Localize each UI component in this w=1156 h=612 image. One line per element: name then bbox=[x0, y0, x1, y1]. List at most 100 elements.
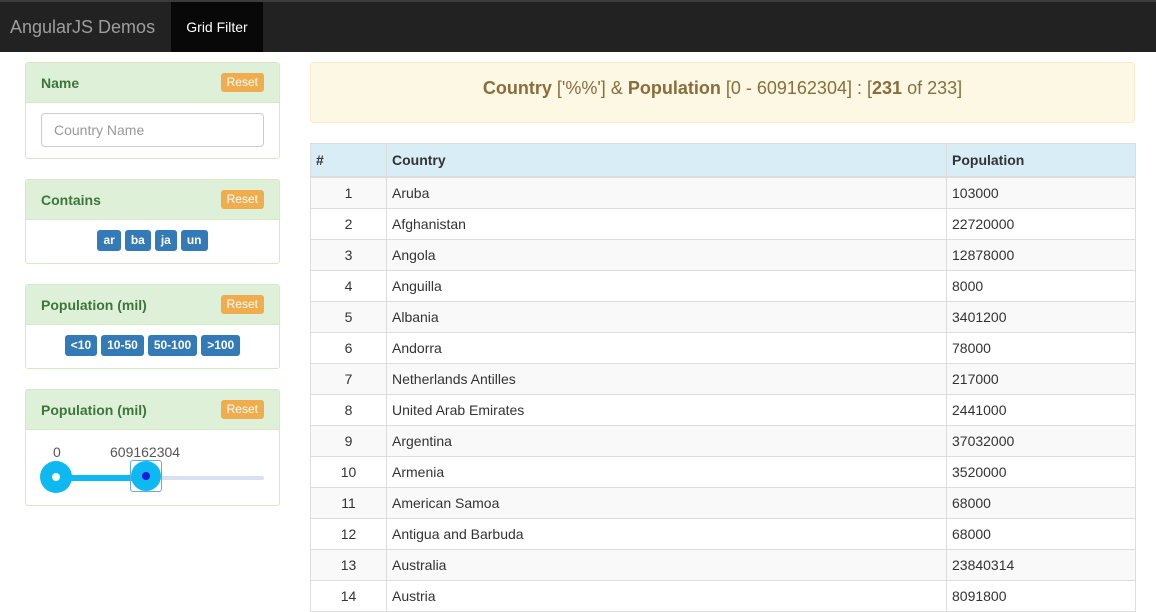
slider-selected-range bbox=[56, 475, 147, 481]
name-reset-button[interactable]: Reset bbox=[220, 73, 264, 92]
row-country: Argentina bbox=[386, 425, 947, 457]
row-index: 8 bbox=[310, 394, 387, 426]
population-range-reset-button[interactable]: Reset bbox=[220, 295, 264, 314]
row-index: 13 bbox=[310, 549, 387, 581]
row-country: Australia bbox=[386, 549, 947, 581]
contains-ba-button[interactable]: ba bbox=[124, 230, 151, 251]
table-row[interactable]: 14 Austria 8091800 bbox=[310, 580, 1136, 612]
row-index: 1 bbox=[310, 176, 387, 209]
panel-title: Population (mil) bbox=[41, 297, 147, 313]
panel-heading: Name Reset bbox=[26, 63, 279, 103]
panel-title: Contains bbox=[41, 192, 101, 208]
table-row[interactable]: 13 Australia 23840314 bbox=[310, 549, 1136, 581]
row-index: 2 bbox=[310, 208, 387, 240]
filter-summary-alert: Country ['%%'] & Population [0 - 6091623… bbox=[310, 62, 1135, 123]
row-population: 22720000 bbox=[946, 208, 1136, 240]
row-country: Antigua and Barbuda bbox=[386, 518, 947, 550]
row-population: 2441000 bbox=[946, 394, 1136, 426]
country-grid: # Country Population 1 Aruba 103000 2 Afghan… bbox=[310, 143, 1136, 612]
population-slider-reset-button[interactable]: Reset bbox=[220, 400, 264, 419]
table-row[interactable]: 2 Afghanistan 22720000 bbox=[310, 208, 1136, 240]
slider-min-label: 0 bbox=[53, 444, 61, 460]
slider-min-handle[interactable] bbox=[40, 461, 72, 493]
handle-dot bbox=[142, 472, 150, 480]
row-country: United Arab Emirates bbox=[386, 394, 947, 426]
contains-reset-button[interactable]: Reset bbox=[220, 190, 264, 209]
table-row[interactable]: 1 Aruba 103000 bbox=[310, 176, 1136, 209]
table-row[interactable]: 10 Armenia 3520000 bbox=[310, 456, 1136, 488]
name-filter-panel: Name Reset bbox=[25, 62, 280, 159]
row-index: 6 bbox=[310, 332, 387, 364]
row-index: 14 bbox=[310, 580, 387, 612]
panel-heading: Population (mil) Reset bbox=[26, 285, 279, 325]
row-population: 68000 bbox=[946, 518, 1136, 550]
population-gt100-button[interactable]: >100 bbox=[201, 335, 241, 356]
header-country[interactable]: Country bbox=[386, 143, 947, 178]
table-row[interactable]: 7 Netherlands Antilles 217000 bbox=[310, 363, 1136, 395]
table-row[interactable]: 12 Antigua and Barbuda 68000 bbox=[310, 518, 1136, 550]
row-population: 78000 bbox=[946, 332, 1136, 364]
panel-title: Population (mil) bbox=[41, 402, 147, 418]
population-slider-panel: Population (mil) Reset 0 609162304 bbox=[25, 389, 280, 506]
table-body: 1 Aruba 103000 2 Afghanistan 22720000 3 Angola 1… bbox=[310, 176, 1136, 612]
population-range-panel: Population (mil) Reset <10 10-50 50-100 … bbox=[25, 284, 280, 369]
row-population: 37032000 bbox=[946, 425, 1136, 457]
row-index: 11 bbox=[310, 487, 387, 519]
table-header-row: # Country Population bbox=[310, 143, 1136, 178]
contains-button-group: ar ba ja un bbox=[26, 230, 279, 251]
row-country: Anguilla bbox=[386, 270, 947, 302]
row-index: 7 bbox=[310, 363, 387, 395]
summary-amp: & bbox=[610, 78, 623, 98]
brand-title[interactable]: AngularJS Demos bbox=[10, 17, 156, 37]
population-lt10-button[interactable]: <10 bbox=[64, 335, 98, 356]
row-country: American Samoa bbox=[386, 487, 947, 519]
tab-grid-filter[interactable]: Grid Filter bbox=[171, 2, 263, 52]
row-population: 3520000 bbox=[946, 456, 1136, 488]
table-row[interactable]: 9 Argentina 37032000 bbox=[310, 425, 1136, 457]
summary-shown-count: 231 bbox=[872, 78, 903, 98]
row-country: Afghanistan bbox=[386, 208, 947, 240]
panel-heading: Population (mil) Reset bbox=[26, 390, 279, 430]
table-row[interactable]: 6 Andorra 78000 bbox=[310, 332, 1136, 364]
row-population: 8091800 bbox=[946, 580, 1136, 612]
row-country: Albania bbox=[386, 301, 947, 333]
summary-population-label: Population bbox=[627, 78, 721, 98]
row-country: Aruba bbox=[386, 176, 947, 209]
navbar: AngularJS Demos Grid Filter bbox=[0, 0, 1156, 52]
row-country: Netherlands Antilles bbox=[386, 363, 947, 395]
row-index: 12 bbox=[310, 518, 387, 550]
slider-max-handle[interactable] bbox=[131, 461, 161, 491]
panel-heading: Contains Reset bbox=[26, 180, 279, 220]
country-name-input[interactable] bbox=[41, 113, 264, 147]
slider-max-label: 609162304 bbox=[110, 444, 181, 460]
population-50-100-button[interactable]: 50-100 bbox=[147, 335, 198, 356]
row-population: 8000 bbox=[946, 270, 1136, 302]
row-population: 23840314 bbox=[946, 549, 1136, 581]
row-country: Austria bbox=[386, 580, 947, 612]
population-10-50-button[interactable]: 10-50 bbox=[101, 335, 144, 356]
row-population: 3401200 bbox=[946, 301, 1136, 333]
row-index: 3 bbox=[310, 239, 387, 271]
row-population: 217000 bbox=[946, 363, 1136, 395]
contains-un-button[interactable]: un bbox=[180, 230, 208, 251]
contains-filter-panel: Contains Reset ar ba ja un bbox=[25, 179, 280, 264]
row-country: Armenia bbox=[386, 456, 947, 488]
row-country: Andorra bbox=[386, 332, 947, 364]
row-population: 68000 bbox=[946, 487, 1136, 519]
table-row[interactable]: 11 American Samoa 68000 bbox=[310, 487, 1136, 519]
contains-ja-button[interactable]: ja bbox=[154, 230, 177, 251]
table-row[interactable]: 3 Angola 12878000 bbox=[310, 239, 1136, 271]
table-row[interactable]: 4 Anguilla 8000 bbox=[310, 270, 1136, 302]
contains-ar-button[interactable]: ar bbox=[97, 230, 121, 251]
population-button-group: <10 10-50 50-100 >100 bbox=[26, 335, 279, 356]
row-country: Angola bbox=[386, 239, 947, 271]
header-index[interactable]: # bbox=[310, 143, 387, 178]
summary-country-label: Country bbox=[482, 78, 552, 98]
table-row[interactable]: 5 Albania 3401200 bbox=[310, 301, 1136, 333]
row-index: 9 bbox=[310, 425, 387, 457]
slider-max-focus-ring bbox=[130, 460, 162, 492]
header-population[interactable]: Population bbox=[946, 143, 1136, 178]
slider-track[interactable] bbox=[68, 476, 264, 480]
row-index: 4 bbox=[310, 270, 387, 302]
table-row[interactable]: 8 United Arab Emirates 2441000 bbox=[310, 394, 1136, 426]
